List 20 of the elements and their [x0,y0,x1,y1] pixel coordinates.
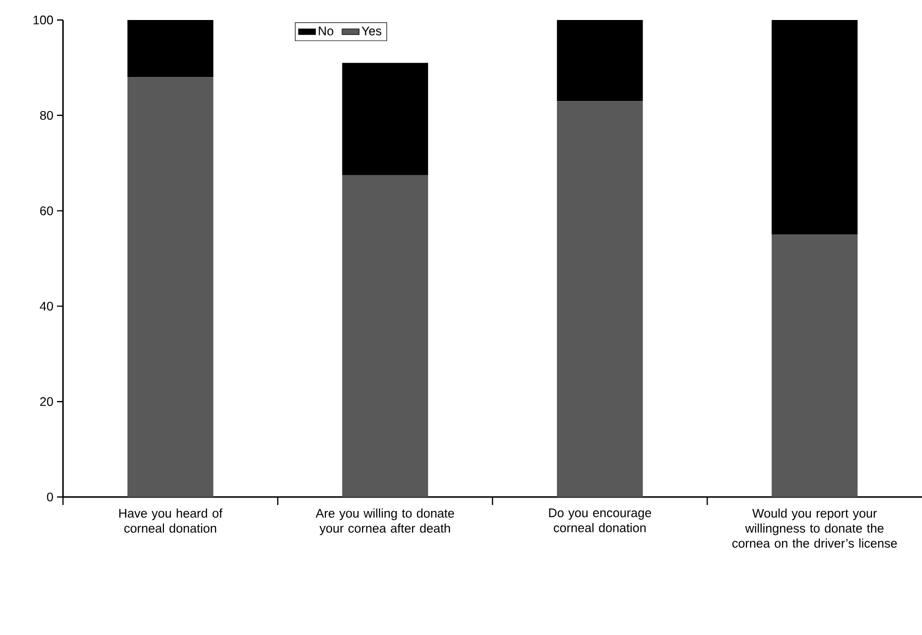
y-tick-label: 80 [40,110,53,120]
x-tick-label: Have you heard of corneal donation [119,508,222,533]
x-tick-label: Are you willing to donate your cornea after death [316,508,454,536]
x-tick-label: Would you report your willingness to donate the cornea on the driver’s license [732,508,897,548]
y-tick-label: 0 [47,492,53,502]
y-tick-label: 100 [34,16,53,24]
x-tick-label: Do you encourage corneal donation [549,508,652,532]
bar [556,101,643,497]
bar [342,175,428,497]
bar [772,234,858,497]
bar [556,20,643,102]
y-tick-label: 60 [40,206,53,216]
y-tick-label: 40 [40,302,53,311]
y-tick-label: 20 [40,397,53,406]
legend-label: Yes [362,26,382,36]
bar [127,20,214,78]
bar [342,62,428,176]
bar [772,20,858,235]
bar [127,77,214,497]
legend-label: No [318,26,334,36]
